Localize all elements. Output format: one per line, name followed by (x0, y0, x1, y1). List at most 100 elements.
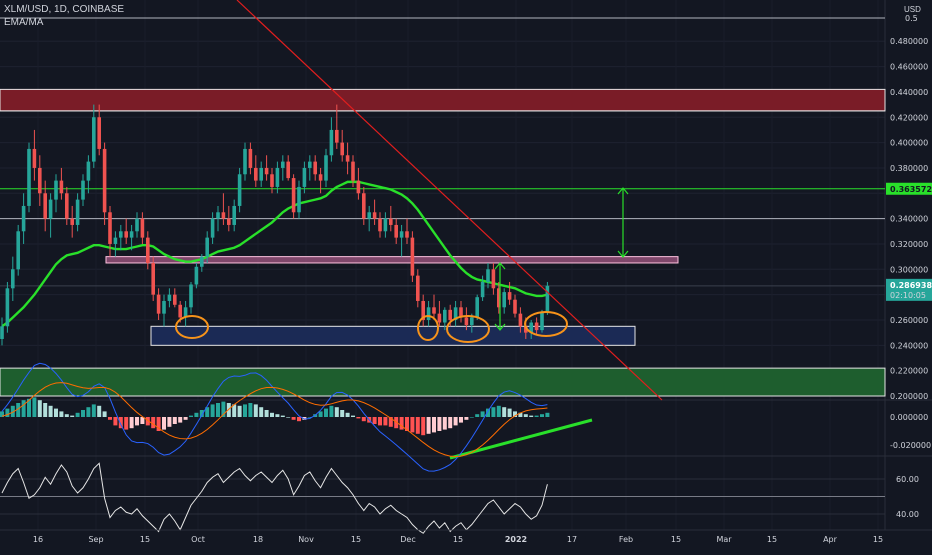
macd-histogram-bar (361, 417, 366, 422)
symbol-title: XLM/USD, 1D, COINBASE (4, 4, 125, 15)
candle-body (545, 285, 550, 313)
time-tick-label: Apr (823, 535, 838, 544)
price-tick-label: 0.300000 (890, 265, 928, 274)
macd-histogram-bar (480, 411, 485, 417)
time-tick-label: 17 (567, 535, 577, 544)
candle-body (232, 205, 236, 225)
macd-histogram-bar (491, 407, 496, 417)
candle-body (345, 155, 350, 162)
candle-body (448, 309, 452, 320)
ema-line (1, 180, 548, 328)
price-tick-label: 0.380000 (890, 164, 928, 173)
macd-histogram-bar (64, 414, 69, 417)
candle-body (281, 161, 285, 168)
candle-body (275, 167, 280, 187)
macd-tick-label: 0.000000 (890, 413, 928, 422)
candle-body (291, 178, 296, 213)
macd-histogram-bar (248, 403, 253, 417)
macd-histogram-bar (437, 417, 442, 431)
candle-body (443, 309, 447, 323)
candle-body (529, 322, 533, 333)
macd-histogram-bar (32, 397, 37, 417)
candle-body (167, 294, 172, 301)
macd-histogram-bar (432, 417, 436, 433)
macd-histogram-bar (145, 417, 150, 426)
candle-body (108, 212, 112, 244)
price-tick-label: 0.200000 (890, 392, 928, 401)
macd-histogram-bar (372, 417, 377, 424)
macd-histogram-bar (275, 414, 280, 417)
candle-body (491, 269, 496, 289)
macd-histogram-bar (59, 411, 64, 417)
candle-body (405, 231, 409, 238)
macd-histogram-bar (232, 404, 237, 417)
candle-body (16, 231, 20, 270)
macd-histogram-bar (475, 414, 480, 417)
candle-body (151, 262, 155, 295)
macd-histogram-bar (329, 405, 334, 417)
macd-histogram-bar (507, 408, 512, 417)
candle-body (329, 129, 334, 156)
candle-body (470, 317, 474, 326)
macd-histogram-bar (167, 417, 172, 427)
candle-body (453, 307, 458, 320)
candle-body (119, 231, 123, 238)
candle-body (297, 186, 301, 213)
macd-histogram-bar (16, 403, 21, 417)
resistance-zone (0, 88, 886, 112)
macd-histogram-bar (469, 417, 474, 418)
candle-body (227, 218, 231, 225)
time-tick-label: 16 (33, 535, 43, 544)
price-tick-label: 0.480000 (890, 37, 928, 46)
candle-body (286, 161, 290, 179)
macd-histogram-bar (442, 417, 447, 430)
time-tick-label: 15 (140, 535, 150, 544)
candle-body (497, 288, 501, 308)
macd-histogram-bar (178, 417, 183, 423)
candle-body (92, 117, 96, 162)
macd-histogram-bar (324, 408, 328, 417)
macd-histogram-bar (108, 417, 112, 420)
macd-histogram-bar (399, 417, 404, 430)
candle-body (43, 193, 47, 219)
last-price-tag (886, 278, 932, 301)
macd-histogram-bar (259, 407, 264, 417)
macd-histogram-bar (405, 417, 409, 431)
candle-body (178, 304, 182, 318)
time-tick-label: Sep (88, 535, 103, 544)
candle-body (383, 218, 388, 232)
indicator-label: EMA/MA (4, 17, 44, 28)
macd-histogram-bar (496, 405, 501, 417)
macd-histogram-bar (237, 405, 242, 417)
macd-histogram-bar (318, 411, 323, 417)
macd-histogram-bar (226, 403, 231, 417)
price-tick-label: 0.240000 (890, 341, 928, 350)
time-tick-label: 15 (453, 535, 463, 544)
candle-body (21, 205, 26, 232)
bottom-marker-circle (446, 315, 490, 343)
candle-body (426, 307, 431, 320)
macd-histogram-bar (421, 417, 426, 436)
time-tick-label: 15 (873, 535, 883, 544)
candle-body (86, 161, 91, 181)
time-tick-label: Oct (191, 535, 205, 544)
pattern-height-arrow (494, 262, 506, 331)
last-price-label: 0.286938 (890, 281, 932, 290)
macd-histogram-bar (210, 404, 215, 417)
macd-histogram-bar (97, 405, 102, 417)
arrow-head-down (494, 323, 506, 331)
macd-histogram-bar (140, 417, 145, 424)
target-price-label: 0.363572 (890, 185, 932, 194)
macd-histogram-bar (502, 407, 507, 417)
macd-histogram-bar (205, 407, 210, 417)
macd-histogram-bar (426, 417, 431, 434)
candle-body (75, 199, 80, 225)
candle-body (27, 148, 31, 206)
candle-body (183, 307, 188, 318)
candle-body (129, 231, 134, 238)
macd-histogram-bar (113, 417, 118, 426)
arrow-head-up (494, 262, 506, 270)
neckline-zone (105, 256, 679, 264)
